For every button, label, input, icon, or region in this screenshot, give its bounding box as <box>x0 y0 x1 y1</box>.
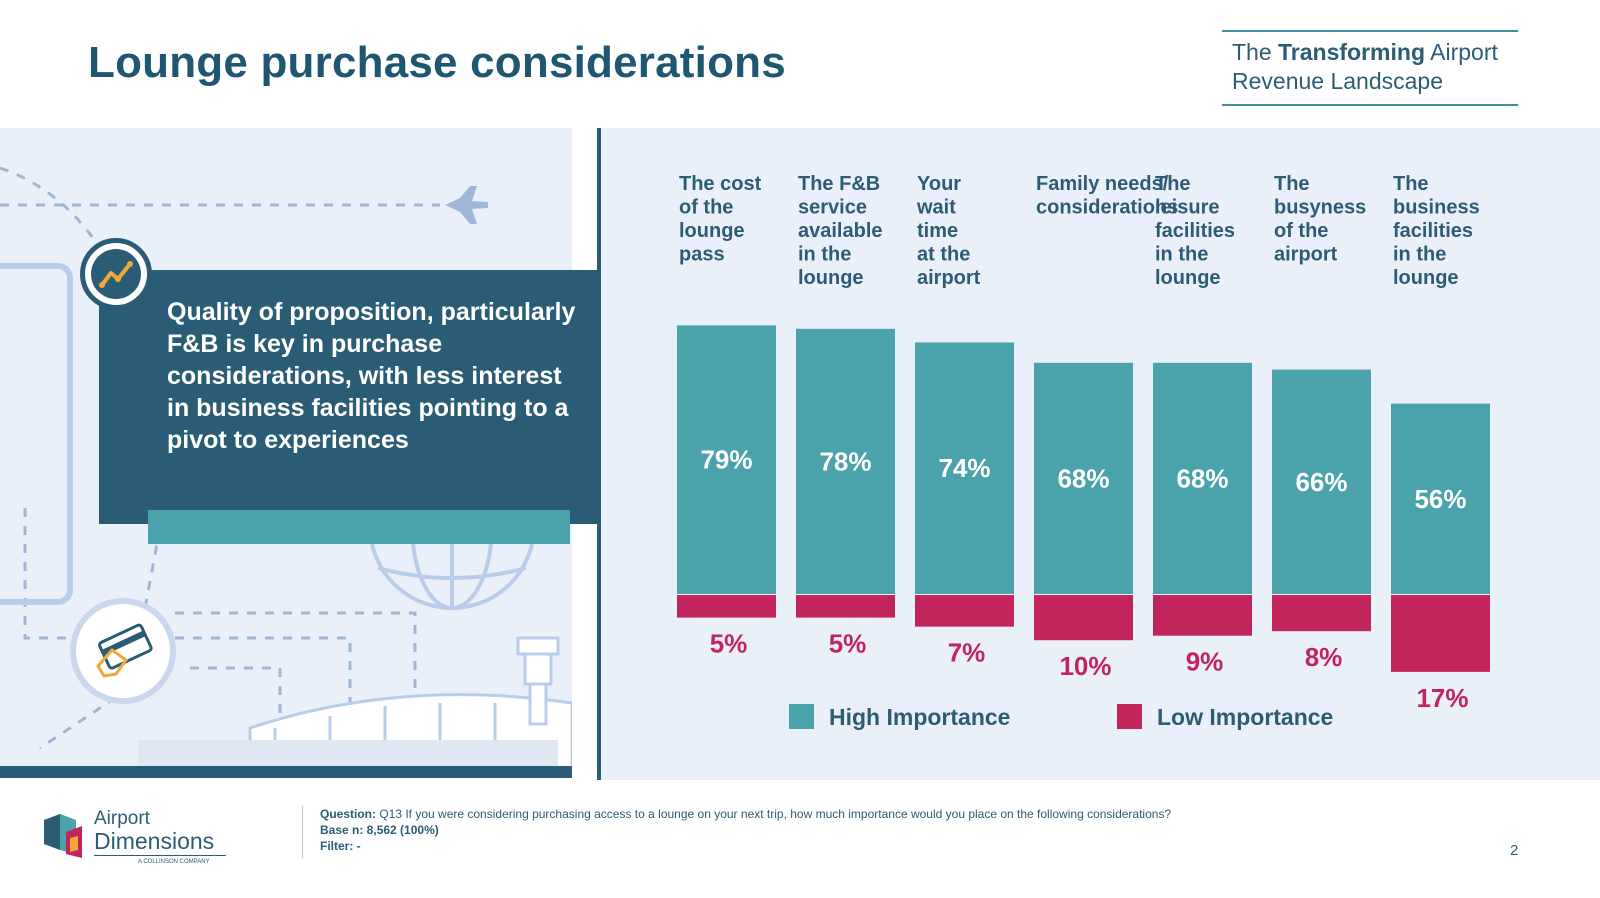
low-importance-bar <box>1272 595 1371 632</box>
insight-box: Quality of proposition, particularly F&B… <box>99 270 599 524</box>
footer-notes: Question: Q13 If you were considering pu… <box>320 806 1520 854</box>
logo-mark-icon <box>44 814 82 858</box>
base-label: Base n: 8,562 (100%) <box>320 823 439 837</box>
question-text: Q13 If you were considering purchasing a… <box>376 807 1172 821</box>
badge-post: Airport <box>1425 39 1498 65</box>
category-label: Family needs/considerations <box>1036 173 1178 219</box>
airplane-icon <box>445 186 488 224</box>
low-importance-bar <box>796 595 895 618</box>
report-badge: The Transforming Airport Revenue Landsca… <box>1222 30 1518 106</box>
category-label: The F&B service available in the lounge <box>798 173 883 289</box>
legend-swatch-high <box>789 704 814 729</box>
logo-rule <box>94 855 226 856</box>
high-importance-bar <box>677 325 776 594</box>
high-importance-bar <box>1153 362 1252 594</box>
logo-text-dimensions: Dimensions <box>94 828 215 854</box>
footer-divider <box>302 806 303 858</box>
low-importance-bar <box>915 595 1014 627</box>
high-importance-bar <box>1391 403 1490 594</box>
badge-bold: Transforming <box>1278 39 1425 65</box>
low-importance-label: 17% <box>1416 683 1468 713</box>
badge-line2: Revenue Landscape <box>1232 68 1443 94</box>
high-importance-label: 79% <box>700 445 752 475</box>
low-importance-bar <box>1034 595 1133 641</box>
low-importance-label: 5% <box>829 629 867 659</box>
question-label: Question: <box>320 807 376 821</box>
high-importance-bar <box>796 328 895 594</box>
low-importance-label: 10% <box>1059 651 1111 681</box>
badge-text: The Transforming Airport Revenue Landsca… <box>1232 38 1522 96</box>
category-label: The cost of the lounge pass <box>679 173 762 266</box>
high-importance-label: 68% <box>1057 463 1109 493</box>
high-importance-label: 56% <box>1414 484 1466 514</box>
airport-dimensions-logo: Airport Dimensions A COLLINSON COMPANY <box>42 806 242 868</box>
low-importance-bar <box>1153 595 1252 636</box>
low-importance-label: 9% <box>1186 647 1224 677</box>
legend-label-low: Low Importance <box>1157 704 1333 730</box>
trend-chart-icon <box>80 238 152 310</box>
insight-accent-bar <box>148 510 570 544</box>
logo-text-tagline: A COLLINSON COMPANY <box>138 859 210 865</box>
page-number: 2 <box>1510 842 1519 859</box>
low-importance-bar <box>677 595 776 618</box>
category-label: The busyness of the airport <box>1274 173 1366 266</box>
importance-bar-chart: The cost of the lounge pass 79% 5% The F&B serv… <box>677 173 1490 730</box>
filter-label: Filter: - <box>320 839 361 853</box>
logo-text-airport: Airport <box>94 808 150 829</box>
high-importance-bar <box>1034 362 1133 594</box>
panel-divider <box>597 128 601 780</box>
high-importance-label: 66% <box>1295 467 1347 497</box>
legend-label-high: High Importance <box>829 704 1010 730</box>
low-importance-label: 7% <box>948 638 986 668</box>
high-importance-bar <box>915 342 1014 594</box>
low-importance-bar <box>1391 595 1490 672</box>
high-importance-bar <box>1272 369 1371 594</box>
panel-bottom-bar <box>0 766 572 778</box>
category-label: Your wait time at the airport <box>916 173 981 289</box>
control-tower-icon <box>516 636 560 726</box>
low-importance-label: 8% <box>1305 642 1343 672</box>
legend-swatch-low <box>1117 704 1142 729</box>
category-label: The business facilities in the lounge <box>1393 173 1480 289</box>
badge-pre: The <box>1232 39 1279 65</box>
high-importance-label: 74% <box>938 453 990 483</box>
page-title: Lounge purchase considerations <box>88 38 786 87</box>
high-importance-label: 68% <box>1176 463 1228 493</box>
category-label: The leisure facilities in the lounge <box>1155 173 1235 289</box>
payment-card-icon <box>70 598 176 704</box>
high-importance-label: 78% <box>819 446 871 476</box>
low-importance-label: 5% <box>710 629 748 659</box>
insight-text: Quality of proposition, particularly F&B… <box>167 298 576 454</box>
